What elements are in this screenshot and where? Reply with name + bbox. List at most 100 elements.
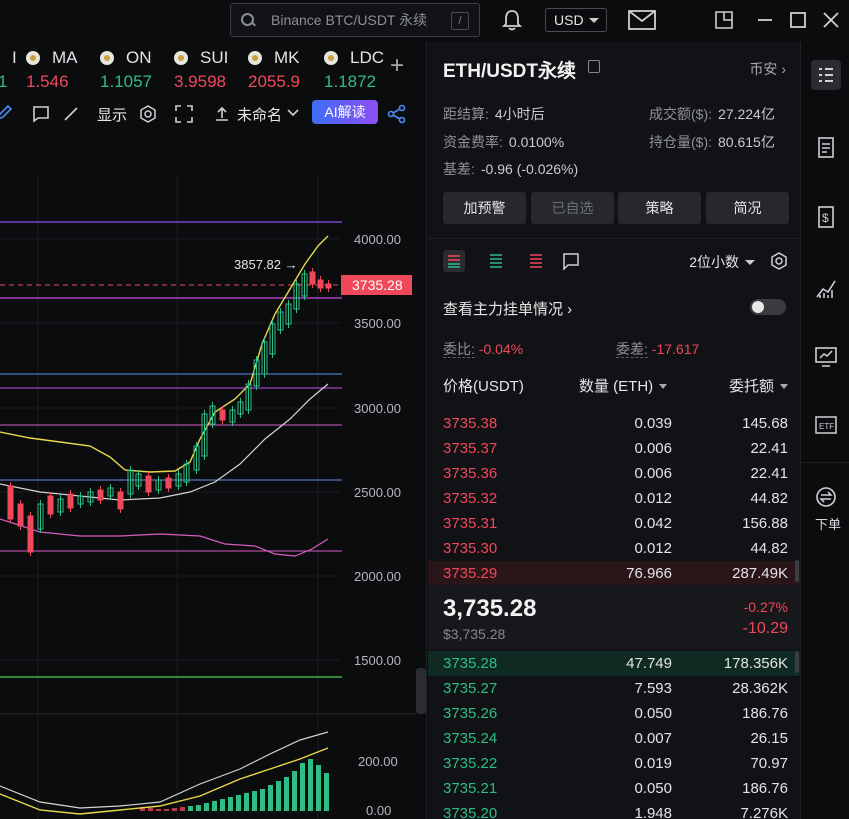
search-input[interactable]: Binance BTC/USDT 永续 / — [230, 3, 480, 37]
comment-icon[interactable] — [32, 105, 50, 123]
orderbook-price: 3735.32 — [443, 490, 498, 507]
orderbook-row[interactable]: 3735.22 0.019 70.97 — [428, 751, 800, 776]
orderbook-price: 3735.29 — [443, 565, 498, 582]
candle-body — [175, 473, 182, 487]
bell-icon[interactable] — [502, 9, 522, 31]
orderbook-row[interactable]: 3735.27 7.593 28.362K — [428, 676, 800, 701]
orderbook-quantity: 0.012 — [634, 540, 672, 557]
top-bar: Binance BTC/USDT 永续 / USD — [0, 0, 849, 40]
display-toggle[interactable]: 显示 — [97, 107, 128, 124]
ticker-price: 1 — [0, 72, 8, 91]
add-alert-button[interactable]: 加预警 — [443, 192, 526, 224]
decimal-select[interactable]: 2位小数 — [689, 252, 755, 272]
orderbook-price: 3735.37 — [443, 440, 498, 457]
main-orders-toggle[interactable] — [750, 299, 786, 315]
document-icon[interactable] — [811, 133, 841, 163]
orderbook-row[interactable]: 3735.20 1.948 7.276K — [428, 801, 800, 819]
orderbook-quantity: 0.006 — [634, 465, 672, 482]
monitor-icon[interactable] — [811, 342, 841, 372]
template-select[interactable]: 未命名 — [237, 107, 283, 124]
candle-body — [309, 271, 316, 285]
orderbook-price: 3735.31 — [443, 515, 498, 532]
fullscreen-icon[interactable] — [175, 105, 193, 123]
orderbook-quantity: 0.050 — [634, 780, 672, 797]
column-quantity[interactable]: 数量 (ETH) — [579, 375, 668, 396]
separator — [428, 238, 800, 239]
volume-bar — [228, 797, 233, 811]
candle-body — [219, 409, 226, 421]
maximize-icon[interactable] — [788, 10, 808, 30]
orderbook-price: 3735.36 — [443, 465, 498, 482]
funding-countdown: 距结算: 4小时后 — [443, 106, 545, 122]
search-placeholder: Binance BTC/USDT 永续 — [271, 12, 428, 28]
ai-analysis-button[interactable]: AI解读 — [312, 100, 378, 124]
add-ticker-button[interactable]: + — [390, 52, 405, 79]
orderbook-row[interactable]: 3735.37 0.006 22.41 — [428, 436, 800, 461]
orderbook-row[interactable]: 3735.36 0.006 22.41 — [428, 461, 800, 486]
orderbook-quantity: 76.966 — [626, 565, 672, 582]
orderbook-row[interactable]: 3735.26 0.050 186.76 — [428, 701, 800, 726]
orderbook-total: 186.76 — [742, 705, 788, 722]
order-swap-icon[interactable] — [811, 482, 841, 512]
candle-body — [229, 409, 236, 423]
orderbook-bids-icon[interactable] — [485, 250, 507, 272]
layout-icon[interactable] — [714, 10, 734, 30]
orderbook-row[interactable]: 3735.31 0.042 156.88 — [428, 511, 800, 536]
share-icon[interactable] — [387, 104, 407, 124]
minimize-icon[interactable] — [755, 10, 775, 30]
volume-bar — [308, 759, 313, 811]
depth-chart-icon[interactable] — [560, 250, 582, 272]
ticker-price: 1.1057 — [100, 72, 152, 91]
exchange-link[interactable]: 币安 › — [749, 61, 786, 77]
chart-icon[interactable] — [811, 273, 841, 303]
column-total[interactable]: 委托额 — [729, 375, 788, 396]
candle-body — [285, 303, 292, 325]
place-order-label[interactable]: 下单 — [815, 517, 842, 532]
volume-bar — [268, 785, 273, 811]
chart-toolbar: 显示 未命名 AI解读 — [0, 96, 420, 130]
currency-select[interactable]: USD — [545, 8, 607, 32]
orderbook-row[interactable]: 3735.29 76.966 287.49K — [428, 561, 800, 586]
ticker-strip: I 1 MA 1.546 ON 1.1057 SUI 3.9598 MK 205… — [0, 42, 420, 94]
copy-icon[interactable] — [588, 60, 600, 73]
bid-ask-ratio: 委比: -0.04% — [443, 341, 524, 358]
line-tool-icon[interactable] — [62, 105, 80, 123]
price-chart[interactable]: 3857.82 → 4000.00 3500.00 3000.00 2500.0… — [0, 174, 416, 819]
orderbook-quantity: 47.749 — [626, 655, 672, 672]
overview-button[interactable]: 简况 — [706, 192, 789, 224]
orderbook-quantity: 0.042 — [634, 515, 672, 532]
candlesticks — [7, 268, 332, 556]
dollar-icon[interactable]: $ — [811, 202, 841, 232]
orderbook-settings-icon[interactable] — [770, 252, 788, 270]
svg-text:$: $ — [822, 211, 829, 225]
candle-body — [293, 283, 300, 310]
main-orders-link[interactable]: 查看主力挂单情况 › — [443, 301, 573, 318]
mail-icon[interactable] — [628, 10, 656, 30]
orderbook-asks-icon[interactable] — [525, 250, 547, 272]
upload-icon[interactable] — [213, 105, 231, 123]
orderbook-row[interactable]: 3735.24 0.007 26.15 — [428, 726, 800, 751]
chevron-down-icon — [589, 18, 599, 23]
close-icon[interactable] — [821, 10, 841, 30]
scrollbar[interactable] — [795, 651, 799, 673]
ticker-symbol: I — [12, 48, 17, 67]
volume-bar — [204, 803, 209, 811]
strategy-button[interactable]: 策略 — [618, 192, 701, 224]
orderbook-both-icon[interactable] — [443, 250, 465, 272]
orderbook-row[interactable]: 3735.38 0.039 145.68 — [428, 411, 800, 436]
etf-icon[interactable]: ETF — [811, 410, 841, 440]
favorited-button[interactable]: 已自选 — [531, 192, 614, 224]
panel-divider — [426, 42, 427, 819]
settings-icon[interactable] — [139, 105, 157, 123]
ticker-price: 3.9598 — [174, 72, 226, 91]
orderbook-row[interactable]: 3735.21 0.050 186.76 — [428, 776, 800, 801]
orderbook-row[interactable]: 3735.30 0.012 44.82 — [428, 536, 800, 561]
panel-collapse-handle[interactable] — [416, 668, 426, 714]
orderbook-total: 26.15 — [750, 730, 788, 747]
orderbook-row[interactable]: 3735.28 47.749 178.356K — [428, 651, 800, 676]
pencil-icon[interactable] — [0, 105, 12, 121]
scrollbar[interactable] — [795, 560, 799, 582]
orderbook-row[interactable]: 3735.32 0.012 44.82 — [428, 486, 800, 511]
separator — [801, 462, 849, 463]
orderbook-panel-icon[interactable] — [811, 60, 841, 90]
